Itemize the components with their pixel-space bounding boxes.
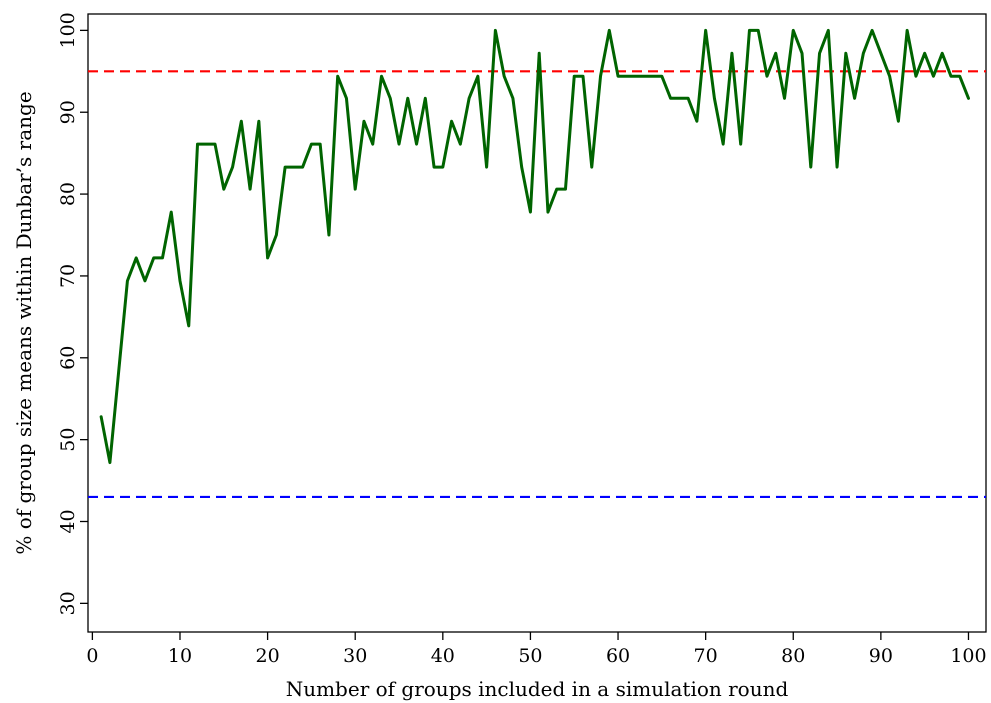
x-tick-label: 80 <box>781 645 805 667</box>
y-tick-label: 50 <box>57 428 79 452</box>
x-tick-label: 30 <box>343 645 367 667</box>
y-tick-label: 90 <box>57 100 79 124</box>
x-tick-label: 70 <box>694 645 718 667</box>
x-tick-label: 90 <box>869 645 893 667</box>
x-tick-label: 40 <box>431 645 455 667</box>
series-group <box>99 28 970 465</box>
y-tick-label: 70 <box>57 264 79 288</box>
x-axis-title: Number of groups included in a simulatio… <box>286 677 789 701</box>
y-tick-label: 30 <box>57 591 79 615</box>
reference-lines <box>88 70 986 499</box>
plot-frame <box>87 13 987 633</box>
y-axis-title: % of group size means within Dunbar’s ra… <box>12 91 36 554</box>
x-tick-label: 50 <box>518 645 542 667</box>
y-axis-ticks: 30 40 50 60 70 80 90 100 <box>57 12 88 615</box>
x-tick-label: 100 <box>950 645 986 667</box>
y-tick-label: 100 <box>57 12 79 48</box>
y-tick-label: 80 <box>57 182 79 206</box>
y-tick-label: 60 <box>57 346 79 370</box>
y-tick-label: 40 <box>57 509 79 533</box>
x-tick-label: 10 <box>168 645 192 667</box>
series-line <box>99 28 970 465</box>
x-tick-label: 0 <box>86 645 98 667</box>
x-axis-ticks: 0 10 20 30 40 50 60 70 80 90 100 <box>86 632 987 667</box>
x-tick-label: 60 <box>606 645 630 667</box>
x-tick-label: 20 <box>256 645 280 667</box>
